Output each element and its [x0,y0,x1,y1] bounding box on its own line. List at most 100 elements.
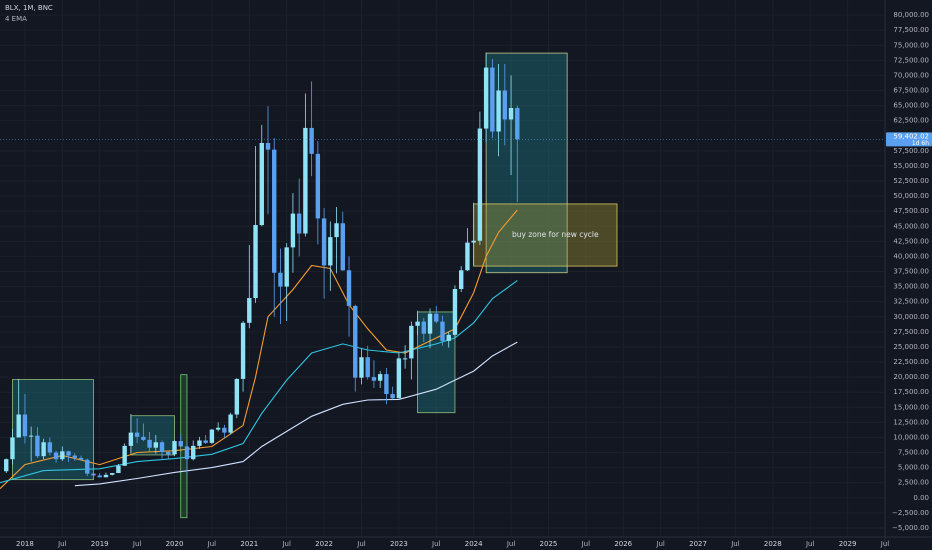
y-tick-label: 70,000.00 [893,71,929,79]
candle-body [141,436,146,440]
candle-body [409,325,414,359]
x-tick-label: 2025 [540,540,558,548]
y-tick-label: 30,000.00 [893,313,929,321]
candle-body [508,108,514,120]
candle-body [122,445,127,466]
y-tick-label: 77,500.00 [893,26,929,34]
candle-body [134,432,140,437]
candle-body [72,455,77,458]
candle-body [340,223,345,271]
candle-body [10,437,15,460]
candle-body [191,445,196,460]
candle-body [483,67,489,129]
y-tick-label: 47,500.00 [893,207,929,215]
x-tick-label: 2027 [689,540,707,548]
candle-body [166,451,171,455]
zone-label: buy zone for new cycle [512,230,599,239]
x-tick-label: Jul [57,540,67,548]
candle-body [222,427,227,433]
candle-body [471,240,476,243]
candle-body [296,213,302,234]
y-axis-panel [885,0,932,550]
candle-body [78,457,84,460]
x-tick-label: 2022 [315,540,333,548]
candle-body [159,442,165,452]
y-tick-label: 72,500.00 [893,56,929,64]
candle-body [91,473,96,476]
zone-box [485,52,568,274]
candle-body [16,414,21,438]
x-tick-label: Jul [655,540,665,548]
boxes: buy zone for new cycle [12,52,618,519]
x-tick-label: 2024 [465,540,483,548]
y-tick-label: 10,000.00 [893,433,929,441]
candle-body [103,474,109,478]
x-tick-label: 2026 [614,540,632,548]
candle-body [502,90,508,120]
candle-body [259,142,264,226]
y-tick-label: 25,000.00 [893,343,929,351]
x-tick-label: 2029 [839,540,857,548]
x-tick-label: Jul [431,540,441,548]
candle-body [85,459,90,474]
candle-body [321,218,327,266]
candle-body [334,223,339,238]
candle-body [184,446,190,460]
y-tick-label: 2,500.00 [898,479,929,487]
y-tick-label: 15,000.00 [893,403,929,411]
y-tick-label: 5,000.00 [898,464,929,472]
candle-body [116,465,121,474]
candle-body [253,225,258,299]
candle-body [353,305,358,378]
candle-body [490,67,495,132]
candle-body [247,298,252,323]
candle-body [359,357,364,378]
candle-body [4,459,9,472]
candle-body [458,270,464,290]
y-tick-label: 37,500.00 [893,268,929,276]
candle-body [496,90,501,132]
x-axis-panel [0,537,932,550]
y-tick-label: 62,500.00 [893,117,929,125]
candle-body [53,452,59,460]
candle-body [315,153,321,219]
x-tick-label: Jul [880,540,890,548]
y-tick-label: 20,000.00 [893,373,929,381]
candle-body [28,435,34,437]
candle-body [153,442,159,448]
candle-body [41,442,46,457]
ema-line [0,280,518,484]
candle-body [128,432,134,446]
y-tick-label: 22,500.00 [893,358,929,366]
candle-body [178,441,183,447]
x-tick-label: Jul [506,540,516,548]
candles [4,52,520,480]
candle-body [328,237,333,266]
x-tick-label: Jul [730,540,740,548]
candle-body [309,127,314,154]
ema-line [74,341,518,487]
x-tick-label: Jul [356,540,366,548]
y-tick-label: 45,000.00 [893,222,929,230]
y-tick-label: 42,500.00 [893,237,929,245]
y-tick-label: −2,500.00 [892,509,929,517]
candle-body [35,435,40,457]
candle-body [290,213,296,248]
candle-body [515,108,520,140]
candle-body [390,394,395,399]
candle-body [147,439,152,448]
candle-body [109,473,115,475]
y-tick-label: 27,500.00 [893,328,929,336]
y-tick-label: 50,000.00 [893,192,929,200]
candle-body [47,442,53,453]
y-tick-label: 52,500.00 [893,177,929,185]
y-tick-label: 17,500.00 [893,388,929,396]
y-tick-label: 40,000.00 [893,252,929,260]
y-tick-label: 55,000.00 [893,162,929,170]
candle-body [278,272,283,287]
price-tag [886,132,932,147]
candle-body [60,451,65,460]
